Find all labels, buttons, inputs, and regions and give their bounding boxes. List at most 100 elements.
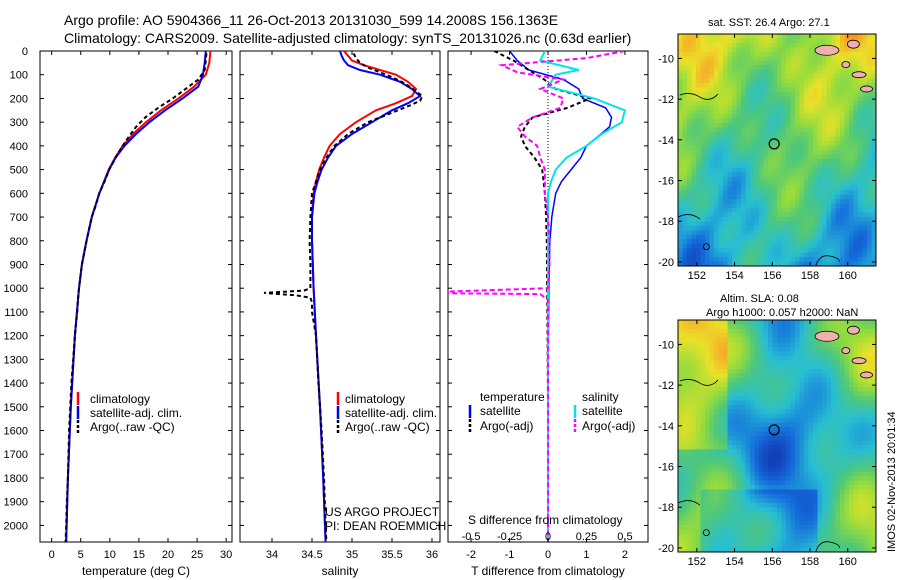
map-cell (705, 395, 711, 401)
map-cell (682, 364, 688, 370)
map-cell (808, 418, 814, 424)
map-cell (844, 56, 850, 62)
map-cell (840, 320, 846, 326)
map-cell (790, 427, 796, 433)
map-cell (682, 225, 688, 231)
map-cell (732, 145, 738, 151)
map-cell (840, 422, 846, 428)
map-cell (732, 422, 738, 428)
map-cell (817, 516, 823, 522)
map-cell (795, 47, 801, 53)
map-cell (813, 221, 819, 227)
map-cell (853, 391, 859, 397)
map-cell (727, 225, 733, 231)
map-cell (777, 320, 783, 326)
map-cell (835, 529, 841, 535)
map-cell (696, 409, 702, 415)
map-cell (714, 109, 720, 115)
map-cell (763, 221, 769, 227)
map-cell (759, 78, 765, 84)
map-cell (777, 328, 783, 334)
map-cell (678, 100, 684, 106)
map-cell (799, 369, 805, 375)
map-cell (705, 369, 711, 375)
map-cell (777, 355, 783, 361)
map-cell (682, 409, 688, 415)
map-cell (768, 230, 774, 236)
map-cell (723, 239, 729, 245)
map-cell (858, 65, 864, 71)
map-cell (727, 547, 733, 552)
map-cell (867, 525, 873, 531)
map-cell (840, 382, 846, 388)
map-cell (705, 212, 711, 218)
map-cell (768, 190, 774, 196)
map-cell (768, 248, 774, 254)
map-cell (871, 185, 876, 191)
map-cell (817, 42, 823, 48)
map-cell (763, 78, 769, 84)
map-cell (709, 141, 715, 147)
map-cell (804, 181, 810, 187)
map-cell (840, 38, 846, 44)
map-cell (831, 342, 837, 348)
map-cell (844, 216, 850, 222)
map-cell (835, 243, 841, 249)
map-cell (822, 163, 828, 169)
map-cell (691, 212, 697, 218)
map-cell (691, 369, 697, 375)
map-cell (826, 444, 832, 450)
map-cell (808, 163, 814, 169)
map-cell (727, 382, 733, 388)
map-cell (799, 351, 805, 357)
x-tick-label: 34 (266, 549, 278, 561)
map-cell (682, 141, 688, 147)
map-cell (705, 42, 711, 48)
map-cell (705, 337, 711, 343)
map-cell (768, 360, 774, 366)
map-cell (831, 225, 837, 231)
map-cell (781, 373, 787, 379)
map-cell (817, 355, 823, 361)
map-cell (858, 225, 864, 231)
map-cell (835, 355, 841, 361)
map-cell (696, 516, 702, 522)
map-cell (754, 529, 760, 535)
map-cell (696, 391, 702, 397)
map-cell (790, 176, 796, 182)
map-cell (745, 203, 751, 209)
map-cell (822, 489, 828, 495)
argo-position-marker (768, 138, 780, 150)
map-cell (763, 181, 769, 187)
map-cell (835, 83, 841, 89)
map-cell (696, 337, 702, 343)
map-cell (754, 320, 760, 326)
map-cell (831, 261, 837, 266)
map-cell (799, 123, 805, 129)
map-cell (808, 203, 814, 209)
map-cell (772, 239, 778, 245)
map-cell (732, 203, 738, 209)
map-cell (862, 427, 868, 433)
map-cell (786, 373, 792, 379)
map-cell (831, 167, 837, 173)
map-cell (858, 92, 864, 98)
map-cell (763, 489, 769, 495)
map-cell (871, 51, 876, 57)
map-cell (786, 400, 792, 406)
map-cell (853, 404, 859, 410)
map-cell (768, 136, 774, 142)
map-cell (844, 453, 850, 459)
map-cell (858, 413, 864, 419)
map-cell (817, 382, 823, 388)
map-cell (745, 38, 751, 44)
map-cell (795, 181, 801, 187)
map-cell (867, 56, 873, 62)
map-cell (808, 194, 814, 200)
map-cell (826, 538, 832, 544)
map-cell (718, 154, 724, 160)
map-cell (844, 145, 850, 151)
map-cell (804, 203, 810, 209)
map-cell (736, 136, 742, 142)
map-cell (732, 167, 738, 173)
